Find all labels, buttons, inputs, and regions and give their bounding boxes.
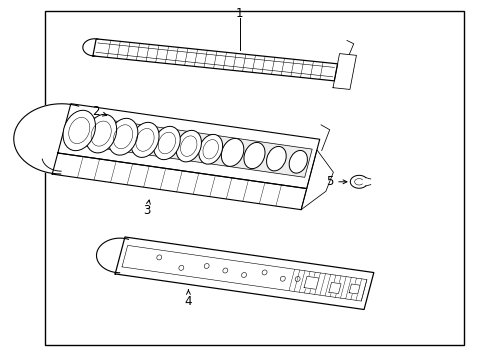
Ellipse shape bbox=[63, 110, 95, 150]
Polygon shape bbox=[304, 276, 318, 289]
Text: 3: 3 bbox=[143, 200, 150, 217]
Polygon shape bbox=[122, 246, 366, 301]
Polygon shape bbox=[93, 39, 337, 81]
Polygon shape bbox=[52, 153, 306, 210]
Polygon shape bbox=[58, 104, 319, 189]
Ellipse shape bbox=[176, 130, 201, 162]
Polygon shape bbox=[348, 284, 359, 294]
Text: 2: 2 bbox=[92, 105, 106, 118]
Ellipse shape bbox=[266, 147, 285, 171]
Polygon shape bbox=[96, 238, 128, 273]
Ellipse shape bbox=[108, 118, 138, 155]
Polygon shape bbox=[14, 104, 79, 174]
Ellipse shape bbox=[288, 150, 307, 173]
Ellipse shape bbox=[153, 126, 180, 159]
Text: 5: 5 bbox=[325, 175, 346, 188]
Ellipse shape bbox=[244, 143, 264, 168]
Ellipse shape bbox=[131, 122, 159, 157]
Ellipse shape bbox=[198, 134, 222, 164]
Text: 1: 1 bbox=[235, 7, 243, 20]
Polygon shape bbox=[301, 150, 333, 210]
Bar bbox=[44, 12, 463, 345]
Polygon shape bbox=[115, 237, 373, 310]
Polygon shape bbox=[328, 282, 340, 294]
Ellipse shape bbox=[85, 114, 117, 153]
Polygon shape bbox=[332, 54, 356, 89]
Ellipse shape bbox=[221, 138, 244, 166]
Text: 4: 4 bbox=[184, 290, 192, 309]
Polygon shape bbox=[65, 115, 311, 177]
